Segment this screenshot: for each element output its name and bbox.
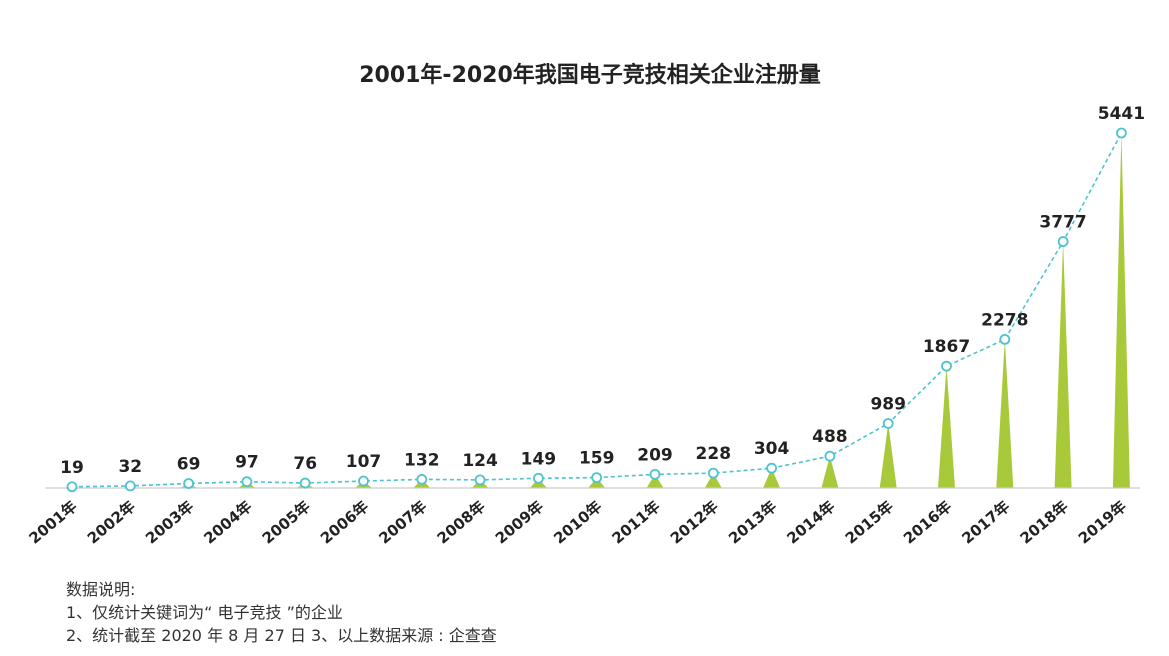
value-label-2018年: 3777: [1039, 213, 1086, 233]
marker-2014年: [824, 450, 836, 462]
value-label-2007年: 132: [404, 450, 440, 470]
trend-line: [71, 132, 1123, 488]
x-tick-label-2003年: 2003年: [142, 497, 197, 547]
marker-2003年: [183, 478, 195, 489]
marker-2002年: [124, 480, 136, 492]
x-tick-label-2004年: 2004年: [200, 497, 255, 547]
value-label-2014年: 488: [812, 427, 848, 447]
x-tick-label-2019年: 2019年: [1075, 497, 1130, 547]
value-label-2009年: 149: [521, 449, 557, 469]
marker-2001年: [66, 481, 78, 493]
value-label-2011年: 209: [637, 445, 673, 465]
x-tick-label-2007年: 2007年: [375, 497, 430, 547]
x-tick-label-2005年: 2005年: [259, 497, 314, 547]
x-tick-label-2015年: 2015年: [842, 497, 897, 547]
x-tick-label-2012年: 2012年: [667, 497, 722, 547]
bar-2015年: [879, 423, 897, 488]
notes-heading: 数据说明:: [66, 580, 136, 599]
value-label-2006年: 107: [346, 452, 382, 472]
value-label-2001年: 19: [60, 458, 84, 478]
marker-2007年: [416, 473, 428, 485]
marker-2004年: [241, 476, 253, 488]
value-label-2016年: 1867: [923, 337, 970, 357]
value-label-2010年: 159: [579, 449, 615, 469]
marker-2015年: [882, 418, 894, 429]
value-label-2008年: 124: [462, 451, 498, 471]
marker-2016年: [941, 360, 952, 372]
value-label-2003年: 69: [177, 454, 201, 474]
bar-2017年: [996, 339, 1014, 488]
x-tick-label-2018年: 2018年: [1017, 497, 1072, 547]
bar-2016年: [938, 366, 955, 488]
value-label-2004年: 97: [235, 453, 259, 473]
bar-2013年: [763, 468, 781, 488]
marker-2018年: [1057, 236, 1069, 247]
chart-title: 2001年-2020年我国电子竞技相关企业注册量: [359, 62, 821, 88]
data-notes: 数据说明: 1、仅统计关键词为“ 电子竞技 ”的企业 2、统计截至 2020 年…: [66, 578, 497, 647]
marker-2008年: [474, 474, 486, 486]
value-label-2005年: 76: [293, 454, 317, 474]
x-tick-label-2006年: 2006年: [317, 497, 372, 547]
x-tick-label-2016年: 2016年: [900, 497, 955, 547]
marker-2005年: [299, 477, 311, 489]
value-label-2017年: 2278: [981, 310, 1028, 330]
bars: [63, 133, 1130, 488]
marker-2006年: [358, 475, 369, 487]
marker-2017年: [999, 333, 1011, 345]
x-tick-label-2014年: 2014年: [783, 497, 838, 547]
x-tick-label-2001年: 2001年: [26, 497, 81, 547]
bar-2011年: [646, 474, 664, 488]
bar-2019年: [1112, 133, 1130, 488]
markers: [66, 127, 1127, 493]
value-label-2013年: 304: [754, 439, 790, 459]
bar-2014年: [821, 456, 839, 488]
x-tick-label-2008年: 2008年: [434, 497, 489, 547]
value-labels: 19 32 69 97 76 107 132 124 149 159 209 228 304 488 989…: [60, 104, 1145, 478]
notes-line-2: 2、统计截至 2020 年 8 月 27 日 3、以上数据来源 : 企查查: [66, 626, 497, 645]
x-tick-labels: 2001年 2002年 2003年 2004年 2005年 2006年 2007年 2008年…: [26, 497, 1130, 547]
x-tick-label-2009年: 2009年: [492, 497, 547, 547]
notes-line-1: 1、仅统计关键词为“ 电子竞技 ”的企业: [66, 603, 343, 622]
x-tick-label-2013年: 2013年: [725, 497, 780, 547]
x-tick-label-2011年: 2011年: [609, 497, 664, 547]
marker-2012年: [707, 467, 719, 479]
bar-2018年: [1054, 241, 1072, 488]
value-label-2019年: 5441: [1098, 104, 1145, 124]
x-tick-label-2002年: 2002年: [84, 497, 139, 547]
marker-2019年: [1116, 127, 1127, 139]
value-label-2002年: 32: [118, 457, 142, 477]
value-label-2015年: 989: [870, 394, 906, 414]
marker-2013年: [766, 462, 777, 474]
bar-2012年: [704, 473, 722, 488]
marker-2010年: [591, 472, 603, 484]
marker-2011年: [649, 468, 661, 480]
x-tick-label-2010年: 2010年: [550, 497, 605, 547]
marker-2009年: [533, 472, 544, 484]
value-label-2012年: 228: [696, 444, 732, 464]
x-tick-label-2017年: 2017年: [958, 497, 1013, 547]
